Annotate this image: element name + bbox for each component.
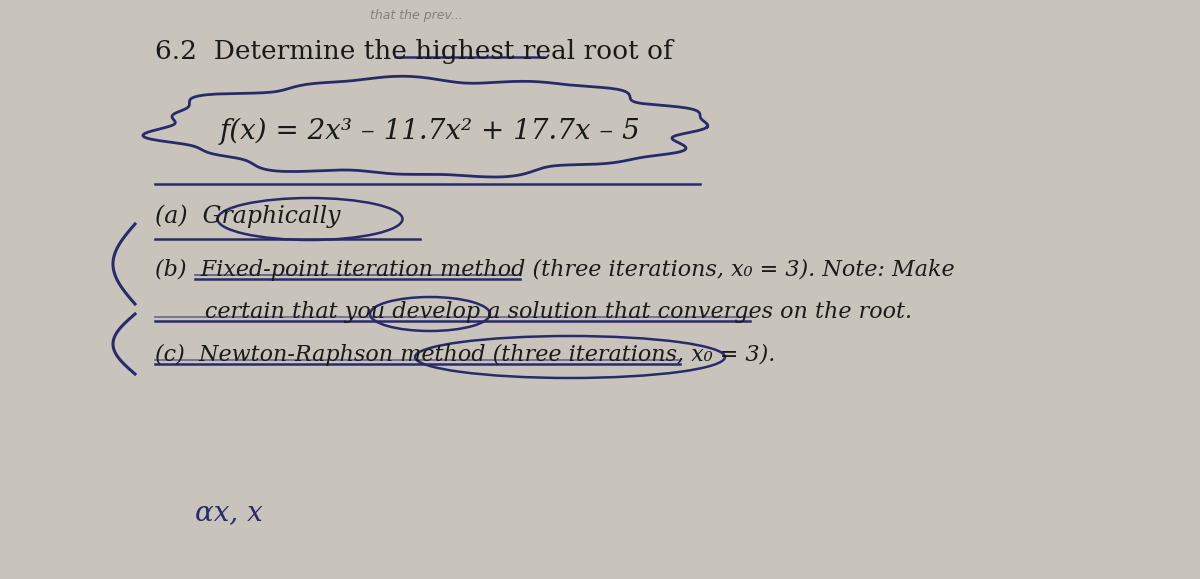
Text: (b)  Fixed-point iteration method (three iterations, x₀ = 3). Note: Make: (b) Fixed-point iteration method (three …	[155, 259, 955, 281]
Text: that the prev...: that the prev...	[370, 9, 463, 22]
Text: (c)  Newton-Raphson method (three iterations, x₀ = 3).: (c) Newton-Raphson method (three iterati…	[155, 344, 775, 366]
Text: f(x) = 2x³ – 11.7x² + 17.7x – 5: f(x) = 2x³ – 11.7x² + 17.7x – 5	[220, 118, 641, 145]
Text: (a)  Graphically: (a) Graphically	[155, 204, 341, 228]
Text: 6.2  Determine the highest real root of: 6.2 Determine the highest real root of	[155, 39, 673, 64]
Text: αx, x: αx, x	[194, 499, 263, 526]
Text: certain that you develop a solution that converges on the root.: certain that you develop a solution that…	[155, 301, 912, 323]
